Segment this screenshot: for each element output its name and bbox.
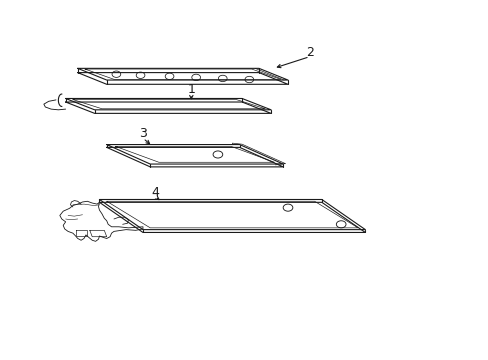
Text: 4: 4	[151, 186, 159, 199]
Text: 2: 2	[305, 46, 313, 59]
Text: 1: 1	[187, 83, 195, 96]
Text: 3: 3	[139, 127, 146, 140]
